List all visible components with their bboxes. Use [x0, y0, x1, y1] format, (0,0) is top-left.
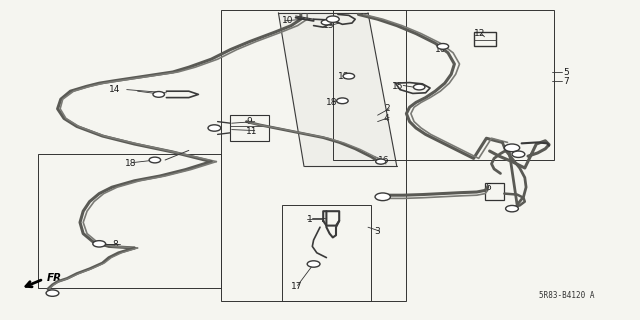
Text: 12: 12 — [474, 29, 485, 38]
Text: 4: 4 — [384, 114, 390, 123]
Circle shape — [506, 205, 518, 212]
Text: 10: 10 — [282, 16, 293, 25]
Circle shape — [93, 241, 106, 247]
Text: 3: 3 — [374, 228, 380, 236]
Text: 7: 7 — [563, 77, 569, 86]
Circle shape — [208, 125, 221, 131]
Circle shape — [437, 44, 449, 49]
Text: 16: 16 — [378, 156, 389, 164]
Circle shape — [413, 84, 425, 90]
Bar — [230, 115, 269, 141]
Bar — [474, 32, 496, 46]
Circle shape — [153, 92, 164, 97]
Text: 5R83-B4120 A: 5R83-B4120 A — [539, 292, 594, 300]
Text: 2: 2 — [384, 104, 390, 113]
Text: FR.: FR. — [47, 273, 66, 284]
Text: 18: 18 — [326, 98, 338, 107]
Bar — [38, 154, 221, 288]
Circle shape — [321, 20, 332, 25]
Bar — [282, 205, 371, 301]
Text: 17: 17 — [291, 282, 303, 291]
Text: 13: 13 — [323, 21, 335, 30]
Text: 11: 11 — [246, 127, 258, 136]
Circle shape — [46, 290, 59, 296]
Circle shape — [504, 144, 520, 152]
Bar — [485, 183, 504, 200]
Text: 18: 18 — [338, 72, 349, 81]
Text: 14: 14 — [109, 85, 120, 94]
Circle shape — [343, 73, 355, 79]
Text: 8: 8 — [112, 240, 118, 249]
Text: 15: 15 — [392, 82, 403, 91]
Circle shape — [375, 193, 390, 201]
Bar — [333, 10, 554, 160]
Text: 1: 1 — [307, 215, 313, 224]
Text: 9: 9 — [246, 117, 252, 126]
Text: 5: 5 — [563, 68, 569, 76]
Text: 18: 18 — [125, 159, 136, 168]
Bar — [221, 10, 406, 301]
Text: 6: 6 — [485, 183, 491, 192]
Circle shape — [376, 159, 386, 164]
Circle shape — [337, 98, 348, 104]
Circle shape — [512, 151, 525, 157]
Text: 10: 10 — [435, 45, 447, 54]
Polygon shape — [278, 13, 397, 166]
Circle shape — [326, 16, 339, 22]
Circle shape — [307, 261, 320, 267]
Circle shape — [149, 157, 161, 163]
